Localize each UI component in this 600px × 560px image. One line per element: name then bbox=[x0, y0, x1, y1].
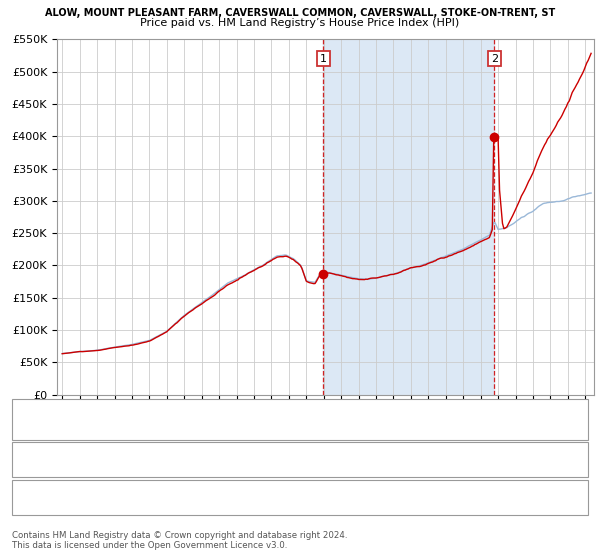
Bar bbox=[323, 39, 494, 395]
Text: HPI: Average price, detached house, Staffordshire Moorlands: HPI: Average price, detached house, Staf… bbox=[55, 423, 352, 433]
Text: 51% ↑ HPI: 51% ↑ HPI bbox=[340, 491, 403, 505]
Text: £398,000: £398,000 bbox=[214, 491, 269, 505]
Text: 3% ↓ HPI: 3% ↓ HPI bbox=[340, 453, 395, 466]
Text: 1: 1 bbox=[320, 54, 327, 64]
Text: 11-OCT-2019: 11-OCT-2019 bbox=[61, 491, 139, 505]
Text: 21-DEC-2009: 21-DEC-2009 bbox=[61, 453, 139, 466]
Text: Contains HM Land Registry data © Crown copyright and database right 2024.: Contains HM Land Registry data © Crown c… bbox=[12, 531, 347, 540]
Text: 2: 2 bbox=[22, 491, 31, 505]
Text: 1: 1 bbox=[22, 453, 31, 466]
Text: £187,500: £187,500 bbox=[214, 453, 269, 466]
Text: BUNGALOW, MOUNT PLEASANT FARM, CAVERSWALL COMMON, CAVERSWALL, STOKE-ON: BUNGALOW, MOUNT PLEASANT FARM, CAVERSWAL… bbox=[55, 405, 488, 416]
Text: This data is licensed under the Open Government Licence v3.0.: This data is licensed under the Open Gov… bbox=[12, 541, 287, 550]
Text: Price paid vs. HM Land Registry’s House Price Index (HPI): Price paid vs. HM Land Registry’s House … bbox=[140, 18, 460, 29]
Text: 2: 2 bbox=[491, 54, 498, 64]
Text: ALOW, MOUNT PLEASANT FARM, CAVERSWALL COMMON, CAVERSWALL, STOKE-ON-TRENT, ST: ALOW, MOUNT PLEASANT FARM, CAVERSWALL CO… bbox=[45, 8, 555, 18]
